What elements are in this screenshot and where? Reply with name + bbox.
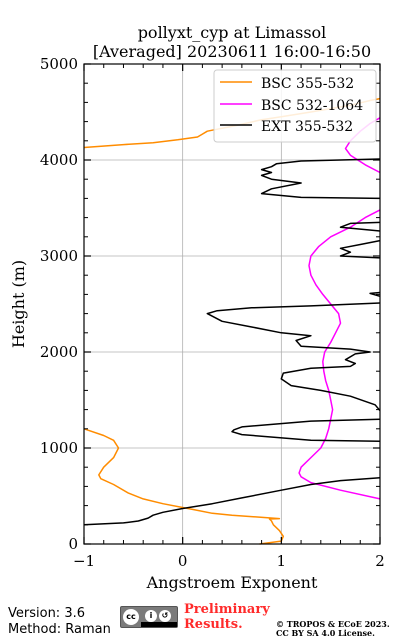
cc-license-icon: cc i ↺: [120, 606, 178, 628]
x-tick-label: 1: [277, 552, 287, 570]
legend: BSC 355-532 BSC 532-1064 EXT 355-532: [213, 69, 377, 143]
y-tick-label: 1000: [40, 439, 78, 457]
legend-label-ext-355-532: EXT 355-532: [261, 119, 353, 135]
series-line: [339, 221, 381, 232]
legend-label-bsc-355-532: BSC 355-532: [261, 76, 354, 92]
y-tick-label: 4000: [40, 151, 78, 169]
version-text: Version: 3.6: [8, 606, 85, 621]
preliminary-line2: Results.: [184, 617, 243, 632]
method-text: Method: Raman: [8, 622, 111, 637]
x-tick-label: 2: [375, 552, 385, 570]
series-line: [260, 158, 381, 200]
preliminary-line1: Preliminary: [184, 602, 270, 617]
series-line: [83, 428, 285, 545]
cc-strip: [141, 622, 177, 627]
y-axis-label: Height (m): [9, 260, 28, 348]
y-tick-label: 0: [68, 535, 78, 553]
cc-icon: cc: [123, 609, 139, 625]
chart-title-line1: pollyxt_cyp at Limassol: [138, 23, 327, 42]
footer-info: Version: 3.6 Method: Raman: [8, 606, 111, 638]
series-line: [83, 477, 381, 526]
legend-label-bsc-532-1064: BSC 532-1064: [261, 98, 363, 114]
series-line: [206, 302, 381, 412]
grid-lines: [84, 64, 380, 544]
angstroem-chart: pollyxt_cyp at Limassol [Averaged] 20230…: [9, 23, 385, 592]
x-axis-label: Angstroem Exponent: [146, 573, 318, 592]
sa-icon: ↺: [159, 610, 171, 622]
series-line: [339, 239, 381, 259]
series-line: [298, 209, 381, 500]
copyright-notice: © TROPOS & ECoE 2023. CC BY SA 4.0 Licen…: [276, 620, 390, 638]
series-lines: [83, 97, 381, 545]
copyright-line1: © TROPOS & ECoE 2023.: [276, 619, 390, 629]
by-icon: i: [145, 610, 157, 622]
series-line: [369, 291, 381, 298]
series-line: [231, 418, 381, 443]
x-tick-label: −1: [73, 552, 95, 570]
plot-frame: [83, 63, 381, 545]
y-tick-label: 3000: [40, 247, 78, 265]
chart-title-line2: [Averaged] 20230611 16:00-16:50: [93, 42, 371, 61]
preliminary-notice: Preliminary Results.: [184, 602, 270, 632]
y-tick-label: 5000: [40, 55, 78, 73]
y-tick-label: 2000: [40, 343, 78, 361]
legend-box: [213, 69, 377, 143]
x-tick-label: 0: [178, 552, 188, 570]
copyright-line2: CC BY SA 4.0 License.: [276, 628, 375, 638]
